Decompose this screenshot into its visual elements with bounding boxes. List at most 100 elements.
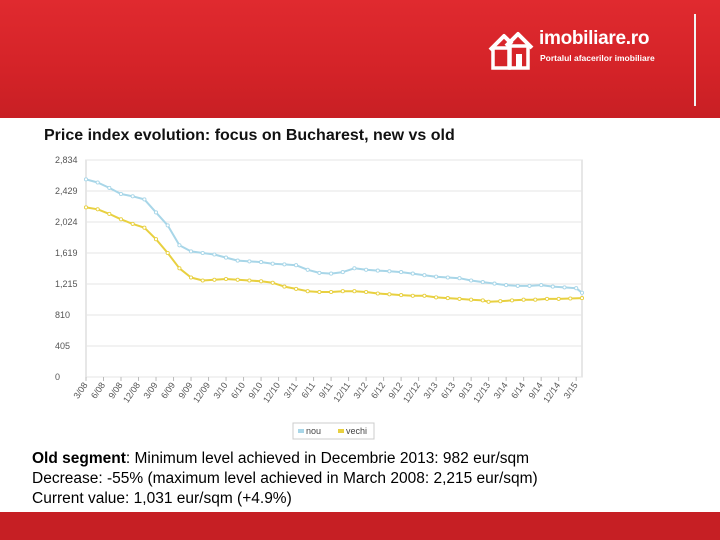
data-point (270, 261, 275, 266)
data-point (410, 293, 415, 298)
data-point (130, 194, 135, 199)
data-point (270, 280, 275, 285)
data-point (177, 266, 182, 271)
series-vechi (83, 205, 585, 304)
legend-label: nou (306, 426, 321, 436)
data-point (83, 205, 89, 210)
legend-label: vechi (346, 426, 367, 436)
x-tick-label: 12/08 (121, 380, 142, 404)
data-point (305, 267, 310, 272)
x-tick-label: 3/11 (282, 380, 300, 400)
data-point (340, 270, 345, 275)
slide-title: Price index evolution: focus on Buchares… (44, 127, 455, 144)
data-point (480, 298, 485, 303)
data-point (212, 252, 217, 257)
data-point (95, 207, 100, 212)
x-tick-label: 3/09 (141, 380, 159, 400)
data-point (352, 289, 357, 294)
x-tick-label: 12/14 (541, 380, 562, 404)
data-point (329, 289, 334, 295)
data-point (445, 296, 450, 301)
data-point (457, 296, 462, 301)
x-tick-label: 3/08 (71, 380, 89, 400)
data-point (568, 296, 573, 301)
brand-name: imobiliare.ro (539, 28, 650, 49)
x-tick-label: 6/13 (439, 380, 457, 400)
data-point (153, 237, 159, 242)
data-point (492, 281, 497, 286)
data-point (282, 262, 287, 267)
data-point (142, 197, 147, 202)
data-point (235, 258, 240, 263)
y-tick-label: 405 (55, 341, 70, 351)
data-point (539, 283, 544, 288)
data-point (142, 225, 147, 230)
data-point (498, 299, 503, 304)
data-point (294, 286, 299, 291)
y-tick-label: 2,429 (55, 186, 78, 196)
brand-logo[interactable]: imobiliare.ro Portalul afacerilor imobil… (486, 28, 666, 80)
data-point (223, 276, 229, 282)
header-divider (694, 14, 696, 106)
data-point (410, 271, 415, 276)
legend-swatch (298, 429, 304, 433)
note-old-text: : Minimum level achieved in Decembrie 20… (125, 450, 530, 467)
data-point (364, 289, 369, 295)
y-tick-label: 0 (55, 372, 60, 382)
data-point (305, 289, 310, 294)
x-tick-label: 3/15 (562, 380, 580, 400)
plot-area (85, 159, 583, 378)
data-point (83, 177, 89, 182)
note-old-segment: Old segment: Minimum level achieved in D… (32, 449, 538, 469)
data-point (527, 283, 532, 288)
data-point (118, 217, 124, 222)
data-point (422, 293, 427, 298)
data-point (364, 267, 369, 272)
data-point (544, 296, 550, 301)
chart-legend: nou vechi (292, 422, 375, 440)
data-point (294, 263, 299, 268)
data-point (469, 297, 474, 302)
data-point (95, 180, 100, 185)
x-tick-label: 3/12 (351, 380, 369, 400)
data-point (434, 274, 439, 279)
data-point (387, 292, 392, 297)
y-axis-ticks: 0 405 810 1,215 1,619 2,024 2,429 2,834 (55, 155, 78, 382)
x-tick-label: 3/10 (211, 380, 229, 400)
notes-block: Old segment: Minimum level achieved in D… (32, 449, 538, 509)
data-point (282, 284, 287, 289)
data-point (486, 299, 491, 304)
data-point (469, 278, 474, 283)
x-tick-label: 6/08 (89, 380, 107, 400)
data-point (509, 298, 515, 303)
x-tick-label: 3/13 (422, 380, 440, 400)
x-tick-label: 6/10 (229, 380, 247, 400)
data-point (329, 271, 334, 276)
x-tick-label: 6/12 (369, 380, 387, 400)
series-lines (83, 177, 585, 304)
data-point (352, 266, 357, 271)
y-tick-label: 810 (55, 310, 70, 320)
data-point (399, 293, 404, 298)
note-current: Current value: 1,031 eur/sqm (+4.9%) (32, 490, 292, 507)
x-tick-label: 6/11 (299, 380, 317, 400)
data-point (200, 250, 205, 256)
data-point (118, 191, 124, 197)
data-point (457, 276, 462, 281)
data-point (223, 255, 229, 260)
data-point (177, 243, 182, 248)
x-tick-label: 12/09 (191, 380, 212, 404)
data-point (533, 297, 538, 302)
series-nou (83, 177, 585, 295)
data-point (153, 210, 159, 215)
x-tick-label: 3/14 (492, 380, 510, 400)
data-point (259, 260, 264, 265)
data-point (107, 211, 112, 216)
data-point (188, 249, 194, 254)
data-point (340, 289, 345, 294)
data-point (212, 277, 217, 282)
y-tick-label: 1,619 (55, 248, 78, 258)
note-decrease: Decrease: -55% (maximum level achieved i… (32, 470, 538, 487)
